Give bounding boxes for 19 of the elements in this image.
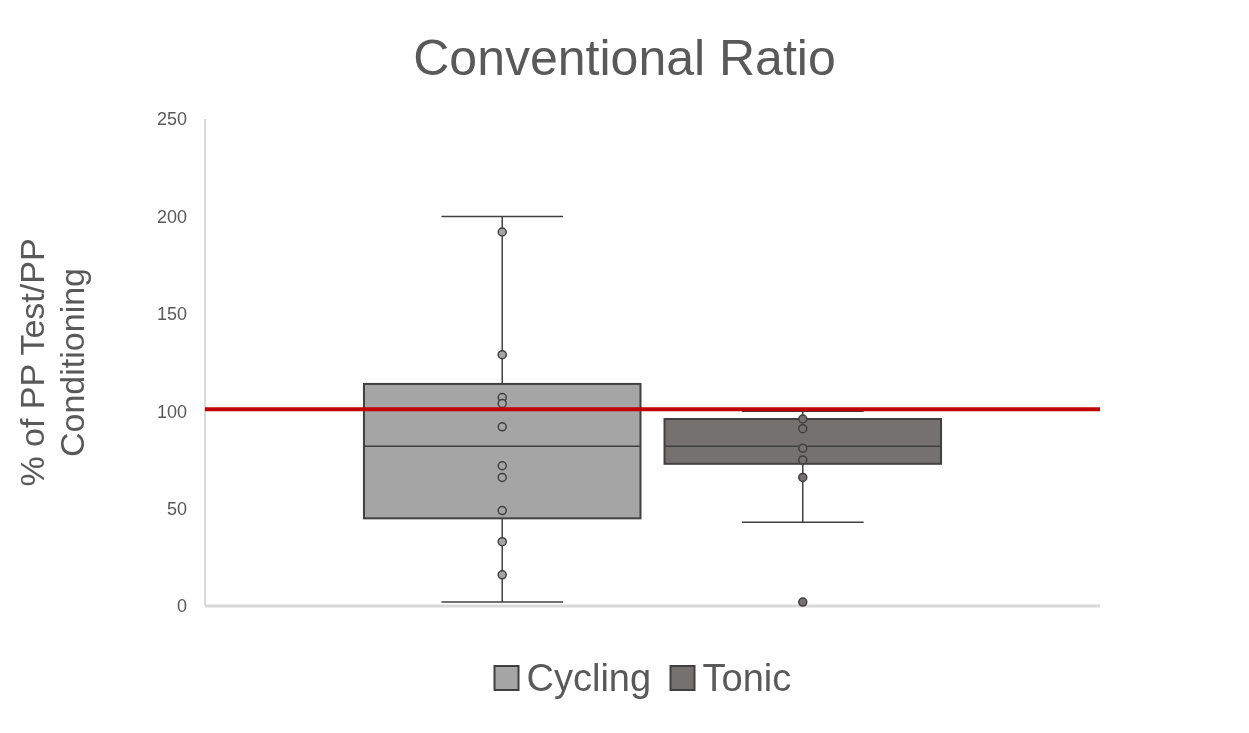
point bbox=[497, 422, 507, 432]
point bbox=[497, 349, 507, 360]
y-tick-label: 0 bbox=[176, 596, 187, 617]
point bbox=[497, 570, 507, 580]
y-tick-label: 150 bbox=[156, 304, 187, 325]
point bbox=[497, 460, 507, 471]
legend-label: Tonic bbox=[702, 657, 792, 700]
point bbox=[497, 472, 507, 483]
point bbox=[497, 227, 507, 237]
chart-title: Conventional Ratio bbox=[413, 30, 836, 86]
y-tick-label: 200 bbox=[156, 206, 187, 227]
legend-label: Cycling bbox=[526, 657, 652, 700]
y-tick-label: 50 bbox=[166, 498, 187, 519]
y-axis-title: % of PP Test/PP Conditioning bbox=[13, 238, 91, 487]
point bbox=[497, 398, 507, 409]
point bbox=[497, 505, 507, 516]
y-tick-label: 100 bbox=[156, 401, 187, 422]
point bbox=[497, 536, 507, 547]
y-tick-label: 250 bbox=[156, 109, 187, 130]
